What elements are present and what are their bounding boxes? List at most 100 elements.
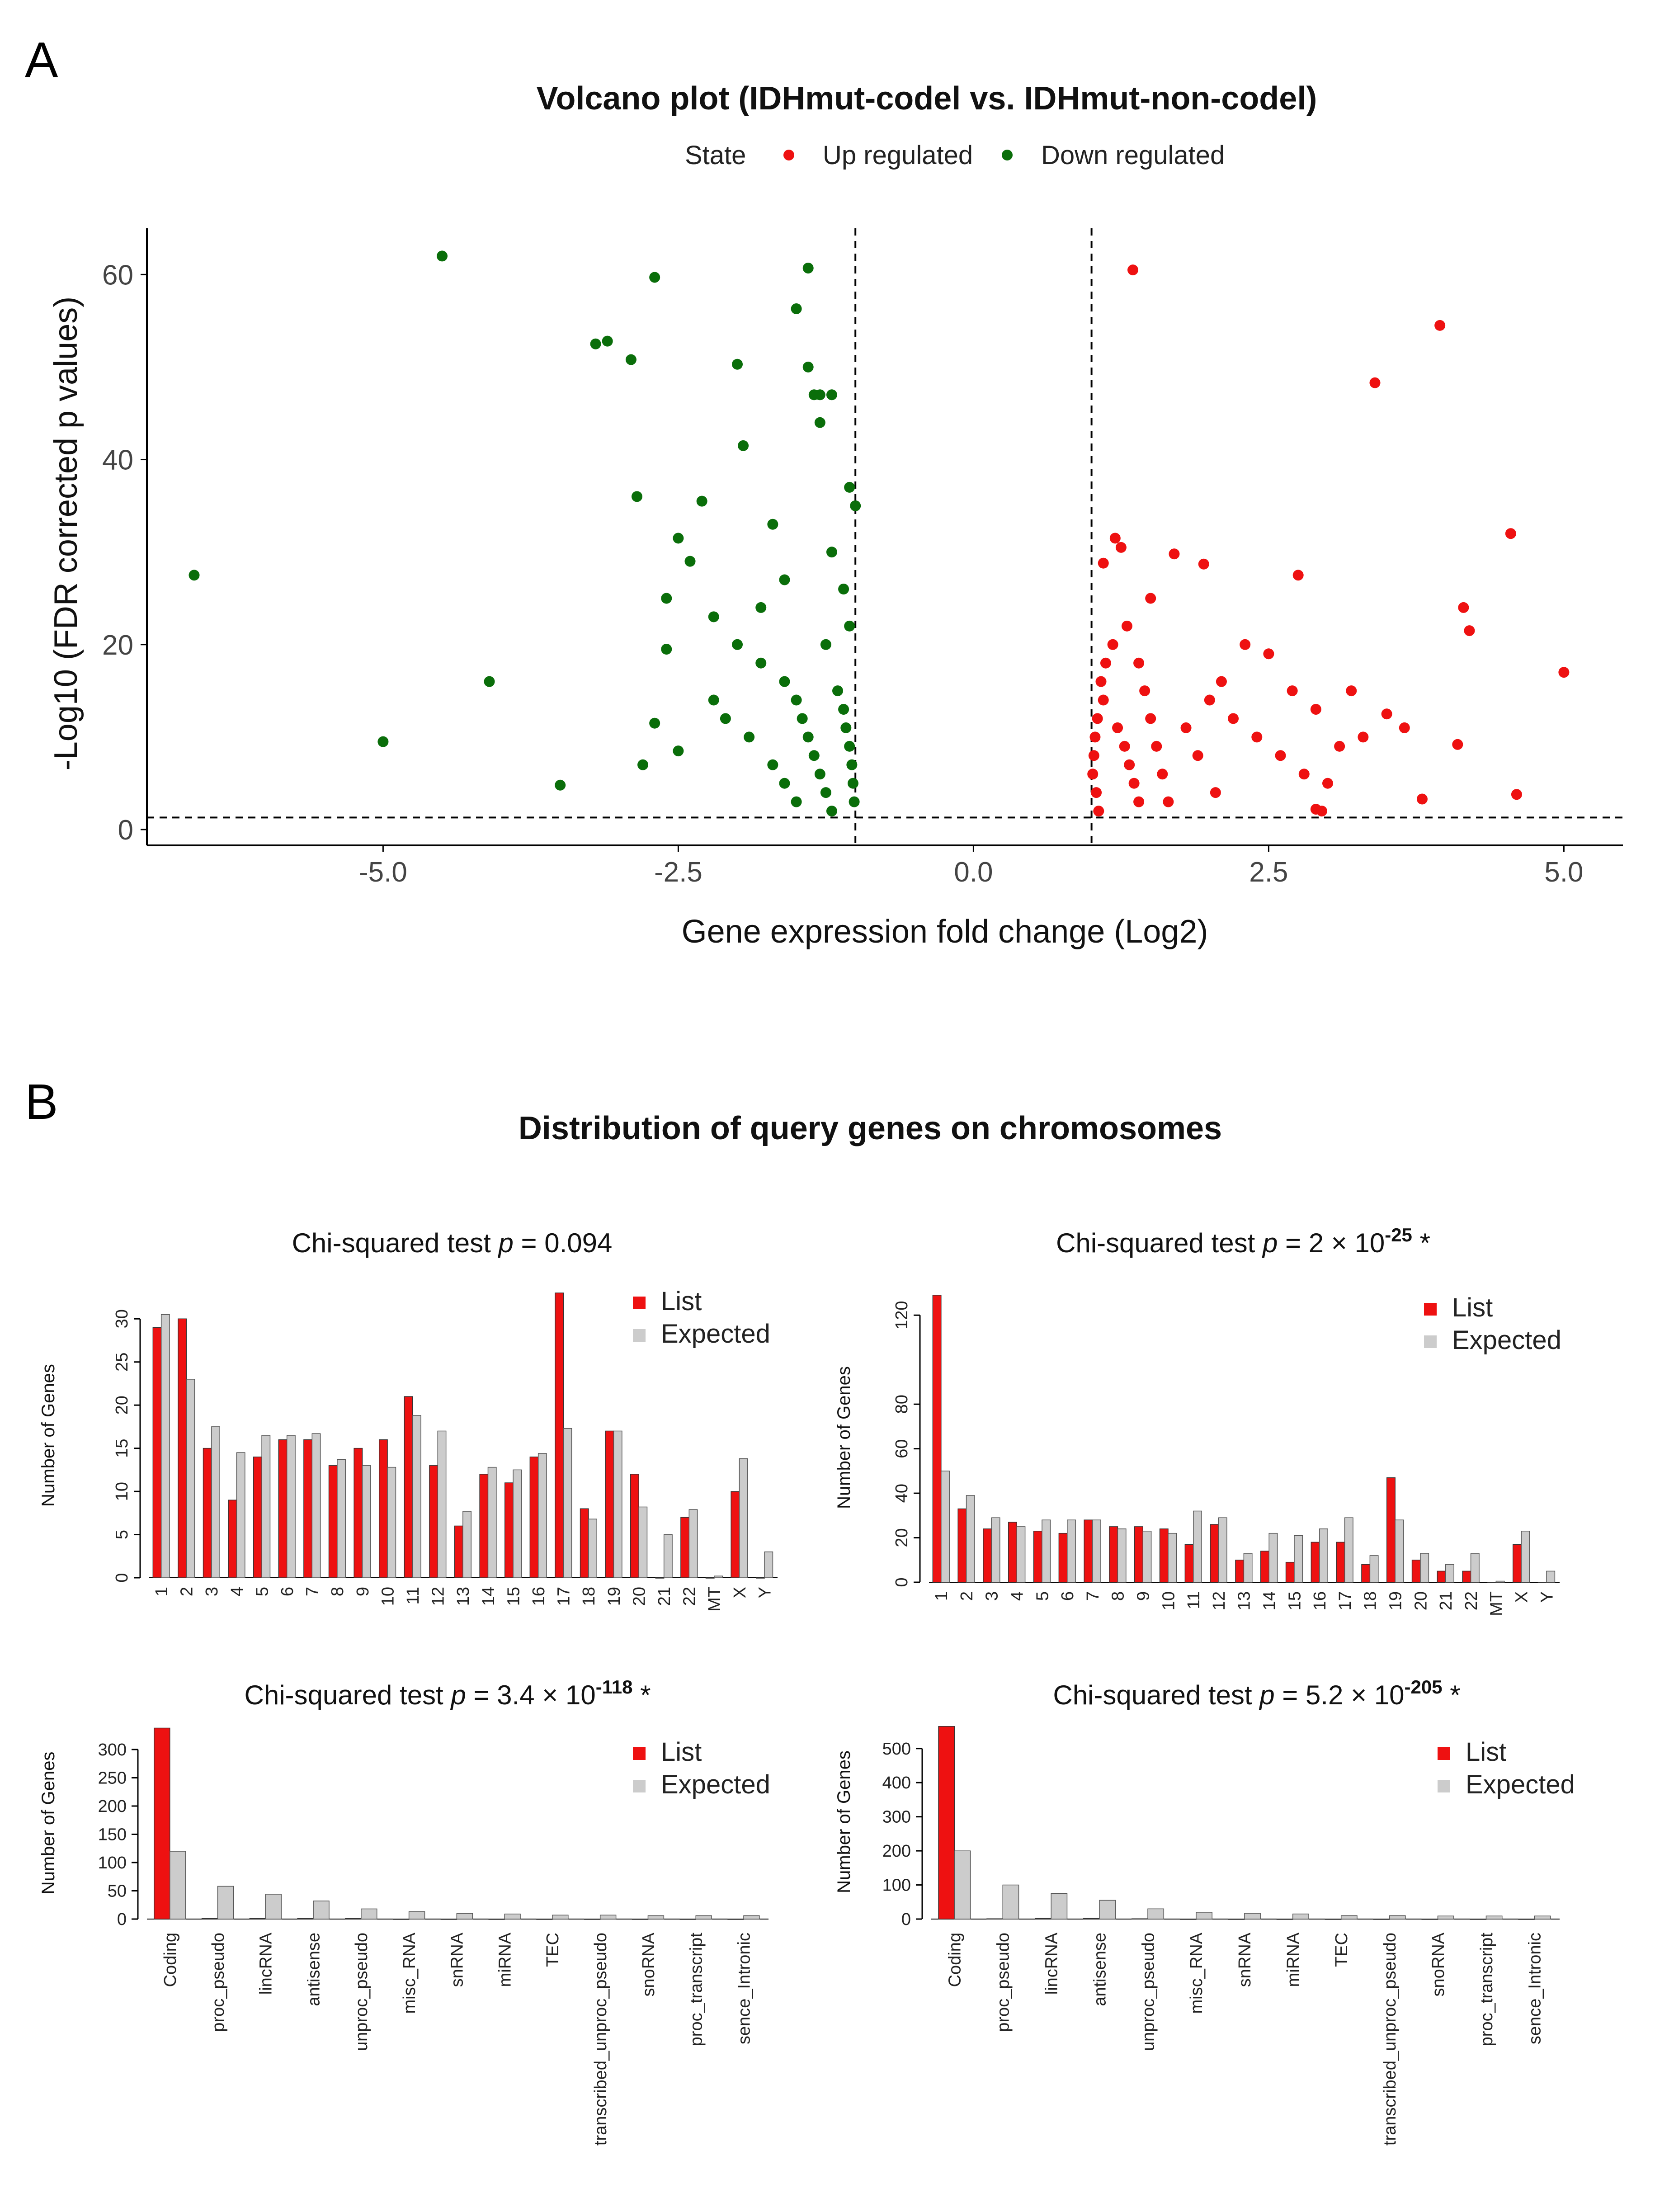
volcano-point — [602, 335, 613, 347]
bar-list-1 — [932, 1295, 942, 1583]
volcano-point — [847, 778, 858, 789]
volcano-point — [1121, 620, 1132, 632]
bar-y-tick-label: 30 — [113, 1309, 132, 1328]
volcano-legend-title: State — [685, 141, 746, 170]
bar-chart-chromosomes-1: Chi-squared test p = 0.094051015202530Nu… — [38, 1228, 778, 1612]
bar-category-label: transcribed_unproc_pseudo — [591, 1933, 610, 2146]
bar-list-17 — [1336, 1542, 1345, 1583]
bar-expected-17 — [1344, 1517, 1353, 1583]
bar-y-tick-label: 80 — [892, 1395, 911, 1414]
bar-category-label: TEC — [543, 1933, 562, 1967]
bar-expected-15 — [513, 1469, 522, 1578]
bar-expected-miRNA — [1292, 1913, 1309, 1920]
bar-y-tick-label: 300 — [98, 1740, 127, 1759]
bar-list-5 — [253, 1456, 262, 1578]
volcano-point — [846, 759, 858, 770]
bar-chart-chromosomes-2: Chi-squared test p = 2 × 10-25 * 0 20 40 60 8… — [834, 1224, 1561, 1616]
bar-y-tick-label: 300 — [882, 1808, 911, 1827]
volcano-point — [814, 389, 825, 401]
bar-expected-8 — [337, 1459, 346, 1578]
volcano-y-tick-label: 40 — [102, 445, 133, 476]
volcano-point — [189, 570, 200, 581]
volcano-point — [1292, 570, 1304, 581]
volcano-point — [808, 750, 820, 761]
volcano-point — [802, 361, 814, 373]
bar-list-20 — [630, 1474, 639, 1578]
bar-expected-Y — [1546, 1571, 1556, 1583]
bar-category-label: lincRNA — [257, 1932, 276, 1995]
bar-category-label: antisense — [1090, 1933, 1109, 2006]
volcano-point — [1558, 667, 1570, 678]
bar-list-snoRNA — [632, 1919, 649, 1920]
volcano-point — [738, 440, 749, 451]
volcano-point — [779, 778, 790, 789]
bar-category-label: 22 — [1462, 1591, 1481, 1610]
bar-category-label: 13 — [454, 1587, 473, 1606]
bar-list-19 — [605, 1430, 614, 1578]
volcano-point — [1263, 648, 1274, 660]
bar-legend-expected-marker — [633, 1329, 646, 1342]
legend-up-marker — [783, 150, 794, 160]
bar-expected-4 — [236, 1452, 245, 1578]
bar-expected-proc_transcript — [1485, 1915, 1503, 1920]
bar-category-label: 4 — [1008, 1591, 1027, 1601]
volcano-point — [1119, 740, 1130, 752]
bar-list-11 — [404, 1396, 413, 1578]
volcano-x-tick-label: -2.5 — [654, 857, 703, 888]
bar-expected-antisense — [1099, 1900, 1116, 1920]
volcano-x-tick-label: -5.0 — [359, 857, 407, 888]
bar-expected-proc_pseudo — [217, 1886, 234, 1920]
volcano-plot: -5.0 -2.5 0.0 2.5 5.0 0 20 40 60 Gene expression… — [48, 228, 1623, 950]
bar-expected-20 — [1420, 1553, 1429, 1583]
bar-category-label: 1 — [152, 1587, 171, 1596]
bar-category-label: proc_transcript — [1477, 1933, 1496, 2047]
bar-list-12 — [429, 1465, 439, 1578]
volcano-point — [377, 736, 389, 747]
bar-list-Coding — [938, 1726, 955, 1920]
bar-y-tick-label: 10 — [113, 1482, 132, 1501]
bar-y-tick-label: 200 — [98, 1797, 127, 1816]
volcano-point — [1511, 789, 1522, 800]
bar-expected-unproc_pseudo — [361, 1908, 377, 1920]
volcano-point — [1346, 685, 1357, 697]
volcano-point — [820, 639, 831, 650]
bar-expected-5 — [1042, 1519, 1051, 1583]
bar-list-2 — [178, 1318, 187, 1578]
volcano-ticks: -5.0 -2.5 0.0 2.5 5.0 0 20 40 60 — [102, 259, 1583, 888]
bar-list-16 — [1311, 1542, 1320, 1583]
volcano-point — [1139, 685, 1150, 697]
bar-list-10 — [378, 1439, 388, 1578]
volcano-point — [1416, 793, 1428, 805]
bar-expected-6 — [286, 1435, 296, 1578]
bar-list-misc_RNA — [392, 1919, 410, 1920]
bar-y-tick-label: 250 — [98, 1769, 127, 1788]
bar-list-14 — [479, 1474, 489, 1578]
bar-category-label: unproc_pseudo — [352, 1933, 371, 2051]
bar-list-proc_transcript — [679, 1919, 696, 1920]
bar-category-label: 20 — [630, 1587, 649, 1606]
bar-category-label: 15 — [1285, 1591, 1304, 1610]
bar-expected-11 — [412, 1415, 421, 1578]
volcano-x-label: Gene expression fold change (Log2) — [682, 914, 1208, 950]
volcano-y-tick-label: 0 — [118, 815, 133, 846]
bar-category-label: 16 — [529, 1587, 548, 1606]
bar-legend-expected-label: Expected — [1466, 1770, 1575, 1799]
bar-category-label: X — [1512, 1591, 1531, 1603]
bar-category-label: antisense — [304, 1933, 323, 2006]
bar-list-Coding — [154, 1727, 170, 1920]
bar-expected-Y — [764, 1551, 773, 1578]
bar-category-label: X — [731, 1587, 750, 1598]
bar-expected-X — [739, 1458, 748, 1578]
bar-list-lincRNA — [1035, 1918, 1051, 1920]
bar-category-label: 5 — [253, 1587, 272, 1596]
bar-y-label: Number of Genes — [834, 1750, 854, 1893]
volcano-x-tick-label: 5.0 — [1544, 857, 1583, 888]
bar-subtitle: Chi-squared test p = 0.094 — [292, 1228, 613, 1258]
bar-expected-14 — [1268, 1533, 1278, 1583]
bar-list-10 — [1159, 1528, 1169, 1583]
volcano-point — [1216, 676, 1227, 687]
volcano-point — [1133, 796, 1145, 807]
bar-expected-21 — [1445, 1564, 1454, 1583]
volcano-point — [844, 620, 855, 632]
volcano-series-up — [1087, 264, 1570, 817]
